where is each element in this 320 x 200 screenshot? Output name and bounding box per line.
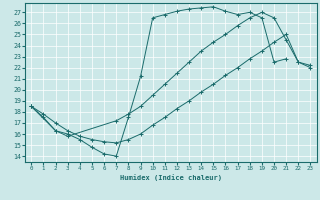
X-axis label: Humidex (Indice chaleur): Humidex (Indice chaleur) [120,174,222,181]
